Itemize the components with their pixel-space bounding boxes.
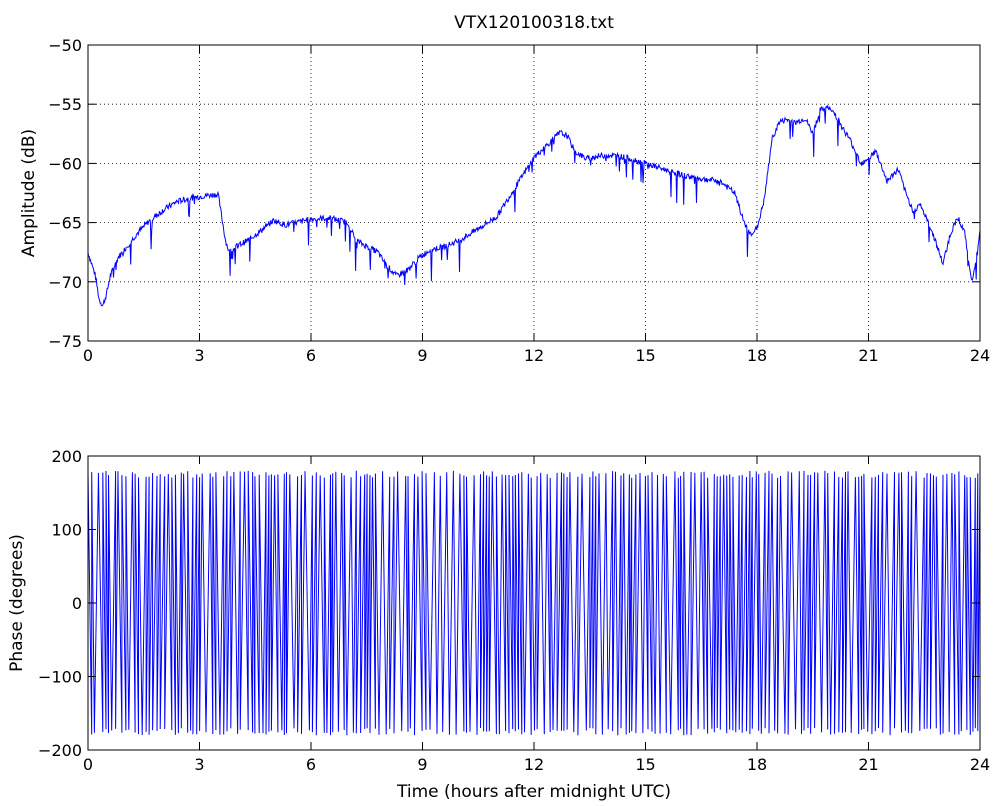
x-tick-label: 12 bbox=[524, 346, 544, 365]
x-tick-label: 9 bbox=[417, 346, 427, 365]
x-tick-label: 18 bbox=[747, 755, 767, 774]
x-tick-label: 9 bbox=[417, 755, 427, 774]
y-tick-label: −200 bbox=[38, 741, 82, 760]
amplitude-grid bbox=[88, 45, 980, 341]
y-tick-label: −75 bbox=[48, 332, 82, 351]
amplitude-ticks: 0 3 6 9 12 15 18 21 24 −75 −70 −65 −60 −55 −50 bbox=[48, 36, 990, 365]
x-tick-label: 21 bbox=[858, 755, 878, 774]
y-tick-label: −100 bbox=[38, 668, 82, 687]
x-tick-label: 12 bbox=[524, 755, 544, 774]
phase-series bbox=[87, 470, 981, 736]
y-tick-label: 0 bbox=[72, 594, 82, 613]
amplitude-y-axis-label: Amplitude (dB) bbox=[19, 129, 39, 257]
y-tick-label: −65 bbox=[48, 214, 82, 233]
x-tick-label: 3 bbox=[194, 346, 204, 365]
x-tick-label: 6 bbox=[306, 755, 316, 774]
x-tick-label: 0 bbox=[83, 755, 93, 774]
x-tick-label: 6 bbox=[306, 346, 316, 365]
x-tick-label: 3 bbox=[194, 755, 204, 774]
y-tick-label: −50 bbox=[48, 36, 82, 55]
series-line bbox=[87, 104, 981, 307]
y-tick-label: 200 bbox=[51, 447, 82, 466]
amplitude-panel: 0 3 6 9 12 15 18 21 24 −75 −70 −65 −60 −55 −50 VTX1201… bbox=[19, 13, 990, 365]
phase-ticks: 0 3 6 9 12 15 18 21 24 −200 −100 0 100 200 bbox=[38, 447, 990, 774]
phase-y-axis-label: Phase (degrees) bbox=[7, 534, 27, 672]
x-tick-label: 0 bbox=[83, 346, 93, 365]
chart-title: VTX120100318.txt bbox=[454, 13, 614, 33]
x-tick-label: 21 bbox=[858, 346, 878, 365]
x-tick-label: 15 bbox=[635, 755, 655, 774]
x-tick-label: 24 bbox=[970, 755, 990, 774]
x-tick-label: 18 bbox=[747, 346, 767, 365]
amplitude-series bbox=[87, 104, 981, 307]
series-line bbox=[87, 470, 981, 736]
x-tick-label: 24 bbox=[970, 346, 990, 365]
y-tick-label: 100 bbox=[51, 521, 82, 540]
time-x-axis-label: Time (hours after midnight UTC) bbox=[396, 782, 671, 802]
y-tick-label: −70 bbox=[48, 273, 82, 292]
y-tick-label: −55 bbox=[48, 95, 82, 114]
x-tick-label: 15 bbox=[635, 346, 655, 365]
y-tick-label: −60 bbox=[48, 154, 82, 173]
phase-panel: 0 3 6 9 12 15 18 21 24 −200 −100 0 100 200 Phase (deg… bbox=[7, 447, 990, 802]
